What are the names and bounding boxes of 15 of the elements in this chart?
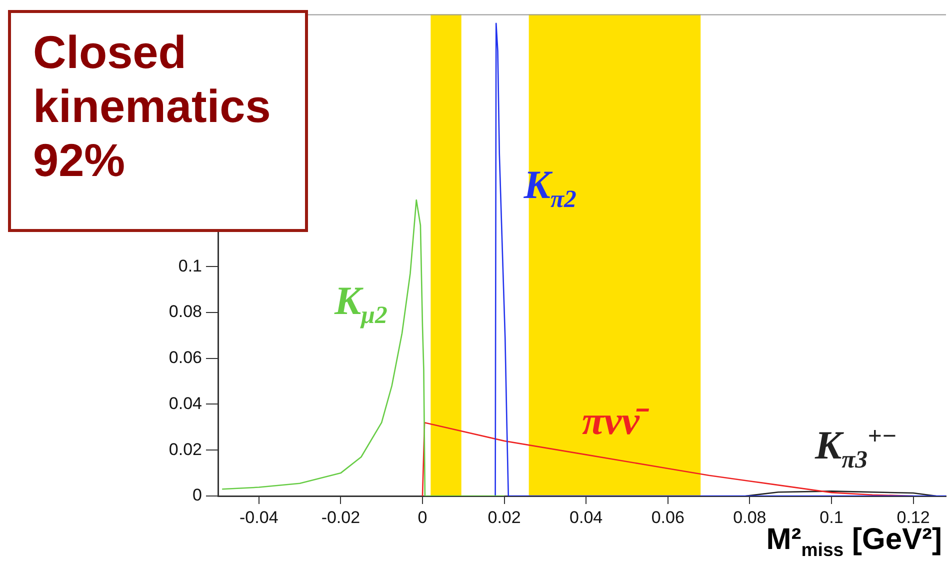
y-tick-label: 0.08 — [168, 302, 202, 322]
y-tick-label: 0.06 — [168, 348, 202, 368]
x-tick-label: 0.04 — [570, 508, 603, 527]
x-tick-label: 0.06 — [651, 508, 684, 527]
x-tick-label: 0 — [418, 508, 428, 527]
x-tick-label: -0.04 — [240, 508, 278, 527]
x-tick-label: 0.02 — [488, 508, 521, 527]
x-tick-label: 0.08 — [733, 508, 766, 527]
y-tick-label: 0.02 — [168, 440, 202, 459]
x-tick-label: -0.02 — [321, 508, 360, 527]
y-tick-label: 0 — [192, 486, 202, 505]
series-label: K$_{μ2}$ — [334, 278, 388, 329]
y-tick-label: 0.04 — [168, 394, 202, 413]
annotation: Closed kinematics 92% — [33, 25, 272, 187]
y-tick-label: 0.1 — [178, 256, 202, 276]
